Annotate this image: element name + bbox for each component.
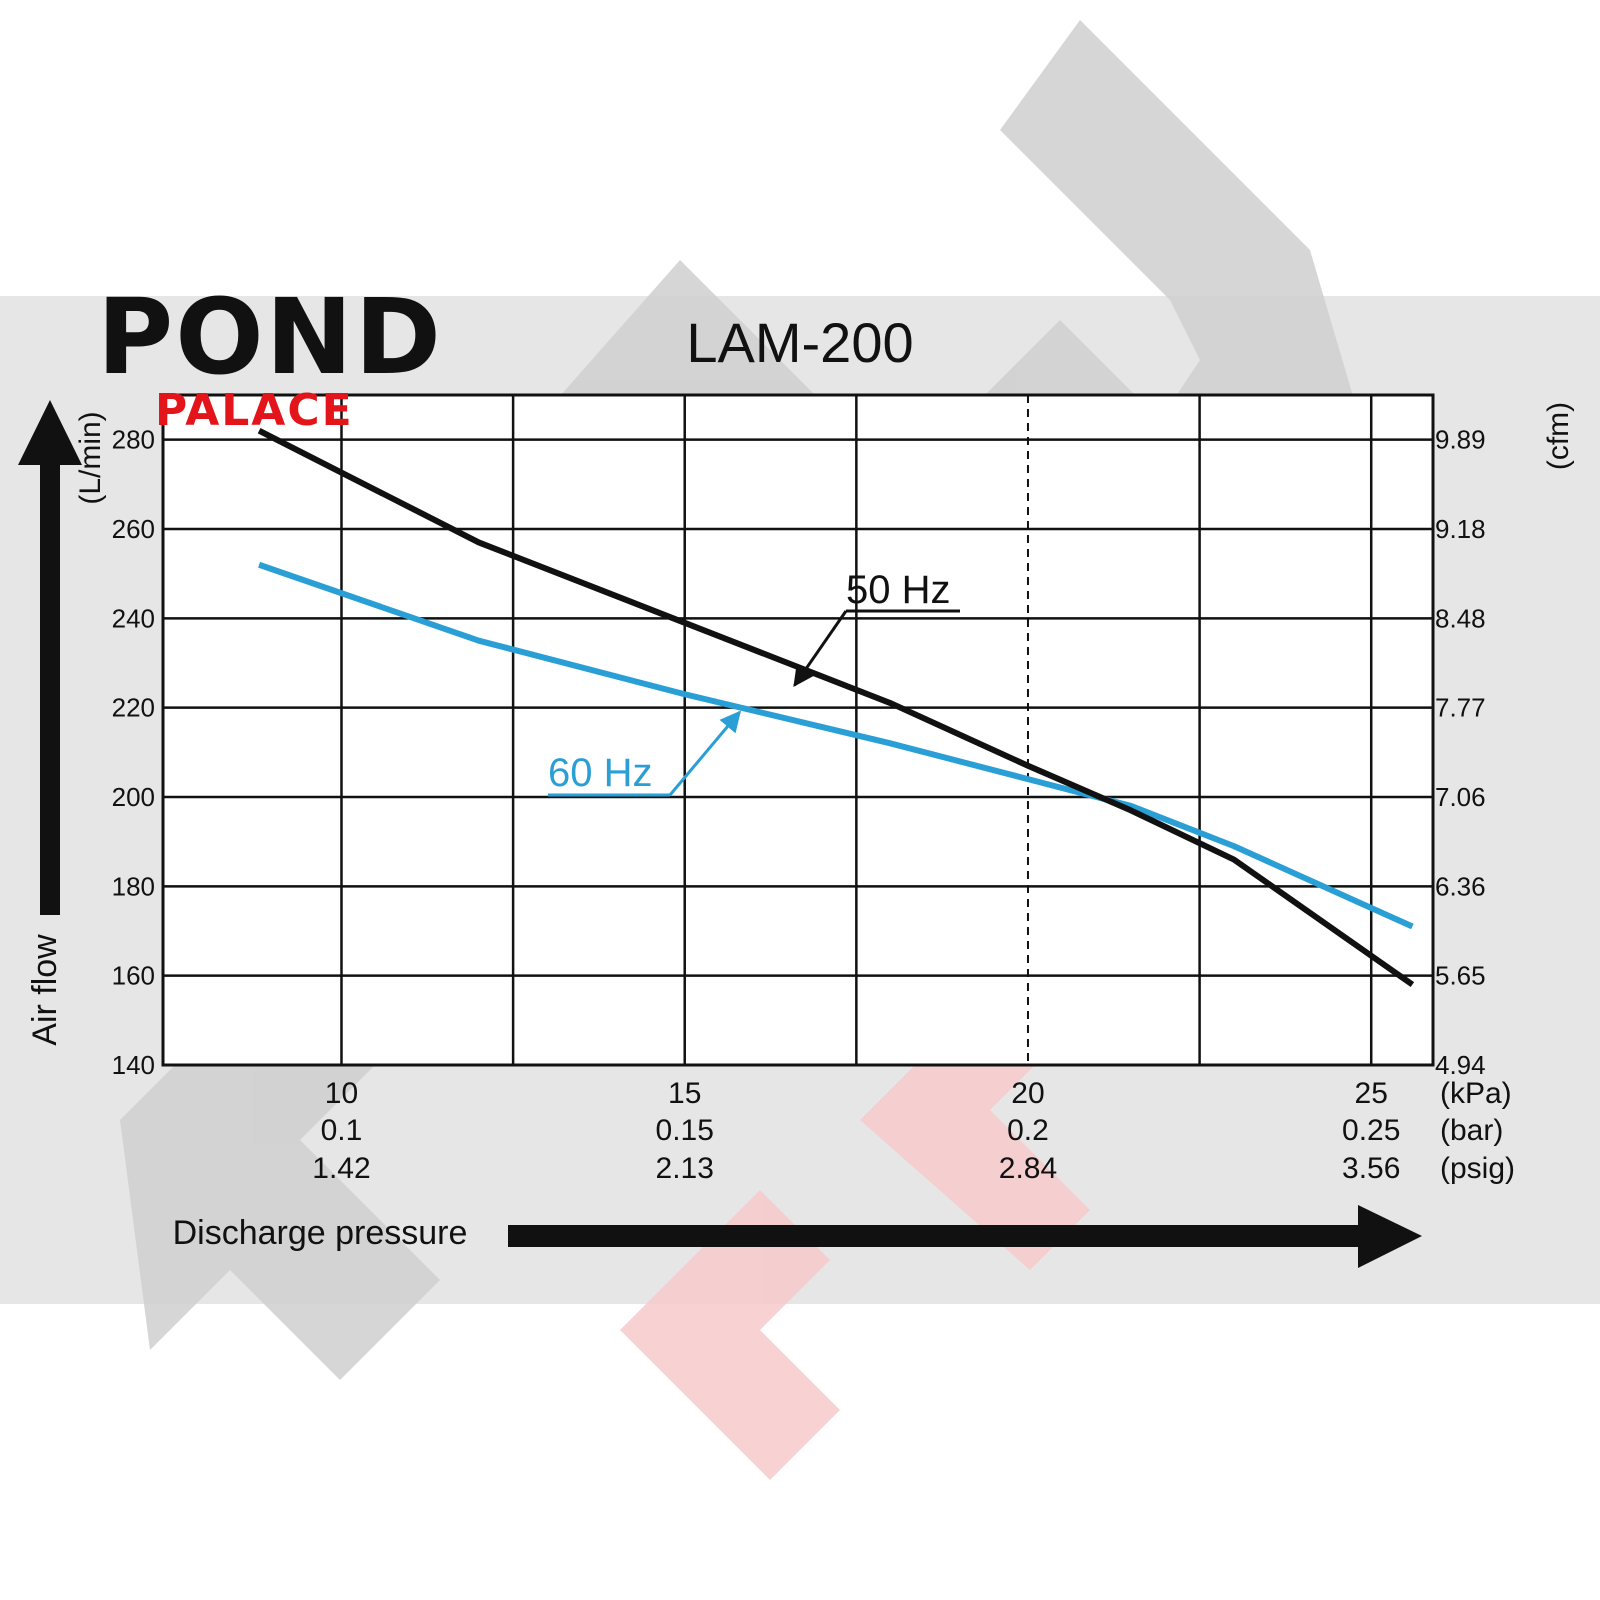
x-tick-bar: 0.25	[1342, 1114, 1400, 1147]
x-tick-kpa: 15	[668, 1077, 701, 1110]
x-tick-bar: 0.1	[321, 1114, 363, 1147]
y-tick-left: 220	[112, 693, 155, 723]
series-line-60-hz	[258, 561, 1414, 930]
x-axis-arrow	[508, 1205, 1422, 1268]
y-tick-right: 7.06	[1435, 782, 1486, 812]
x-tick-kpa: 10	[325, 1077, 358, 1110]
annotation-60hz: 60 Hz	[548, 751, 653, 795]
logo-pond: POND	[97, 276, 443, 398]
plot-area	[161, 393, 1435, 1067]
y-tick-left: 160	[112, 961, 155, 991]
annotation-50hz: 50 Hz	[846, 568, 951, 612]
x-unit-label: (bar)	[1440, 1114, 1503, 1147]
y-tick-left: 180	[112, 871, 155, 901]
y-unit-right: (cfm)	[1542, 402, 1575, 470]
logo-palace: PALACE	[155, 385, 354, 436]
series-line-50-hz	[257, 428, 1415, 988]
y-tick-left: 240	[112, 603, 155, 633]
x-tick-psig: 2.84	[999, 1152, 1057, 1185]
x-unit-label: (psig)	[1440, 1152, 1515, 1185]
x-tick-kpa: 20	[1011, 1077, 1044, 1110]
chart-title: LAM-200	[686, 311, 913, 374]
y-tick-right: 9.18	[1435, 514, 1486, 544]
y-tick-right: 8.48	[1435, 603, 1486, 633]
x-tick-psig: 1.42	[312, 1152, 370, 1185]
y-tick-right: 9.89	[1435, 425, 1486, 455]
tick-labels: 140 160 180 200 220 240 260 280 4.94 5.65 6.36 7.06…	[112, 425, 1515, 1185]
y-tick-right: 6.36	[1435, 871, 1486, 901]
x-tick-bar: 0.15	[656, 1114, 714, 1147]
y-unit-left: (L/min)	[74, 411, 107, 504]
annotation-60hz-arrow	[668, 710, 741, 796]
x-tick-bar: 0.2	[1007, 1114, 1049, 1147]
y-axis-arrow	[18, 400, 82, 915]
x-axis-label: Discharge pressure	[173, 1214, 468, 1252]
y-tick-left: 260	[112, 514, 155, 544]
pond-palace-logo: POND PALACE	[97, 276, 443, 436]
y-tick-right: 5.65	[1435, 961, 1486, 991]
y-tick-right: 7.77	[1435, 693, 1486, 723]
y-tick-right: 4.94	[1435, 1050, 1486, 1080]
x-tick-psig: 3.56	[1342, 1152, 1400, 1185]
y-axis-label: Air flow	[26, 934, 64, 1046]
y-tick-left: 280	[112, 425, 155, 455]
annotation-50hz-arrow	[793, 610, 848, 688]
x-tick-kpa: 25	[1355, 1077, 1388, 1110]
x-unit-label: (kPa)	[1440, 1077, 1512, 1110]
x-tick-psig: 2.13	[656, 1152, 714, 1185]
y-tick-left: 200	[112, 782, 155, 812]
y-tick-left: 140	[112, 1050, 155, 1080]
series-group: 50 Hz 60 Hz	[257, 428, 1415, 988]
